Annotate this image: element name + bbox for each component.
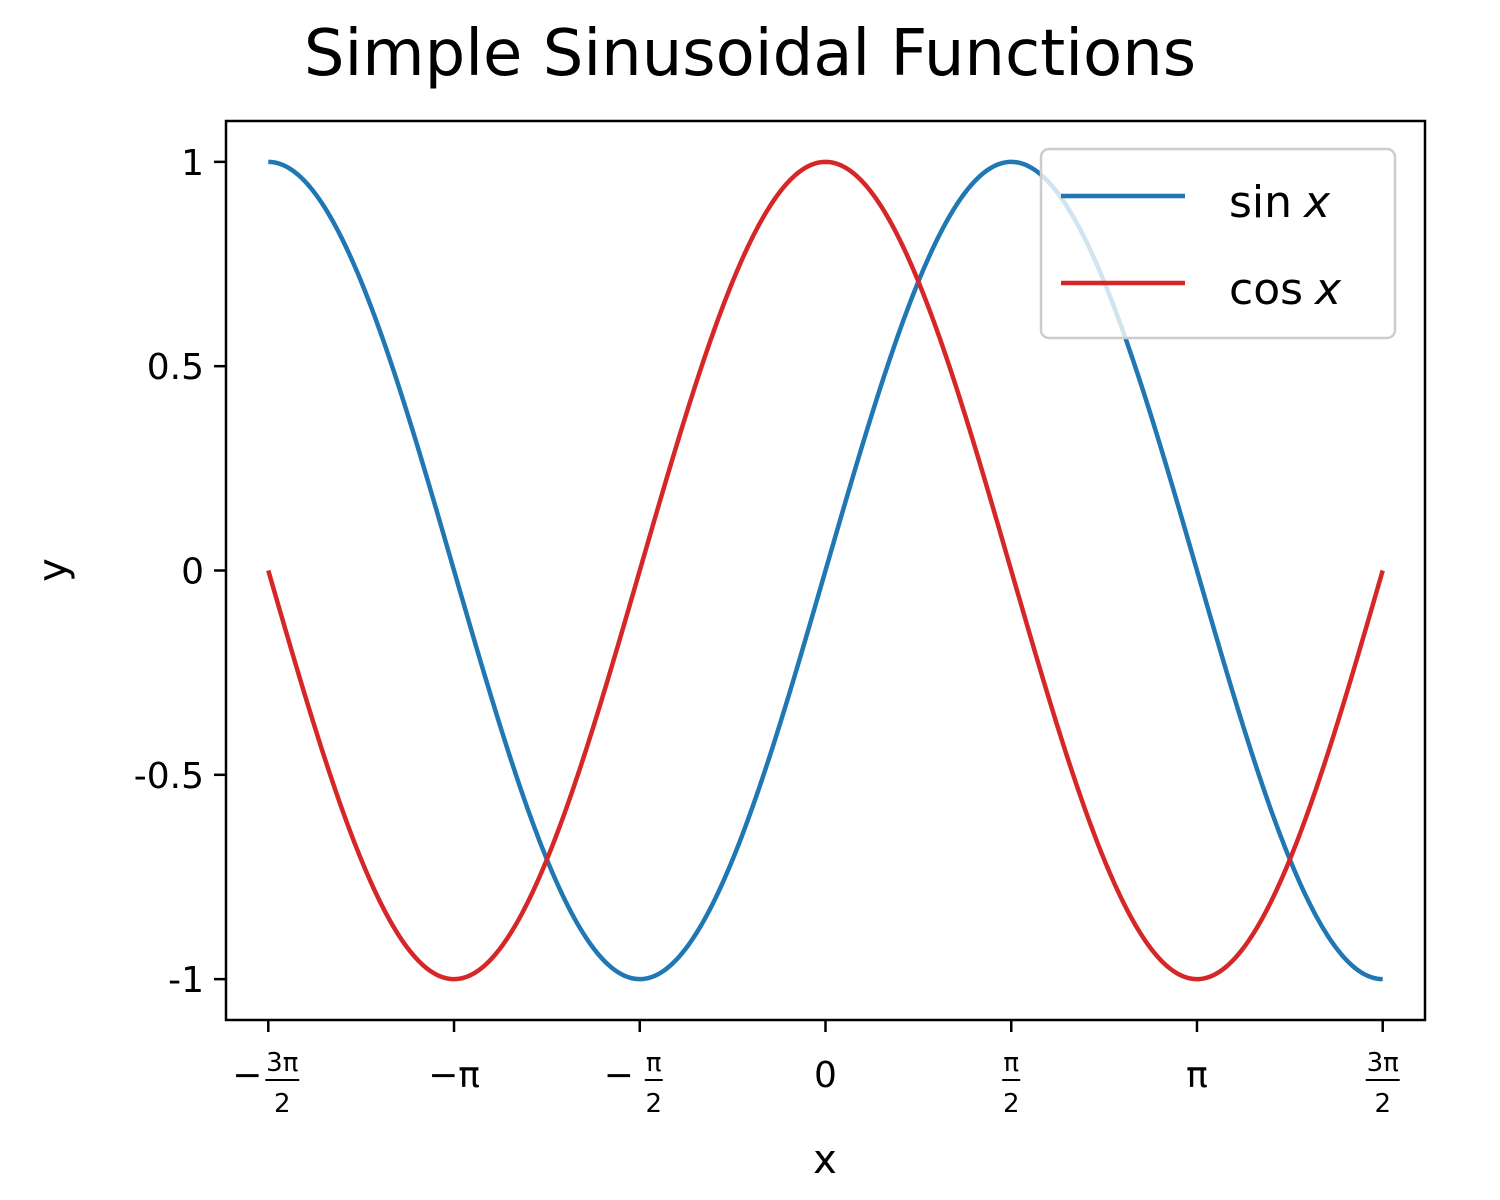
x-tick-label: π xyxy=(1186,1055,1208,1096)
series-layer xyxy=(266,159,1385,982)
legend-box xyxy=(1039,147,1397,340)
x-tick-text: π xyxy=(1186,1055,1208,1096)
x-tick-denominator: 2 xyxy=(1374,1089,1391,1119)
y-tick-label: 0 xyxy=(181,552,204,593)
legend-func-cos: cos xyxy=(1229,264,1303,315)
x-tick-denominator: 2 xyxy=(645,1089,662,1119)
x-tick-sign: − xyxy=(604,1055,634,1096)
x-tick-numerator: 3π xyxy=(1367,1048,1399,1078)
x-tick-numerator: π xyxy=(1003,1048,1019,1078)
x-axis: −3π2−π − π20 π2π 3π2 xyxy=(232,1020,1400,1119)
y-tick-label: 1 xyxy=(181,143,204,184)
legend-func-sin: sin xyxy=(1229,177,1292,228)
y-tick-label: -0.5 xyxy=(134,756,204,797)
legend: sin x cos x xyxy=(1039,147,1397,340)
x-tick-label: −3π 2 xyxy=(232,1048,300,1119)
chart-title: Simple Sinusoidal Functions xyxy=(304,17,1196,91)
x-tick-label: 0 xyxy=(814,1055,837,1096)
x-tick-text: 0 xyxy=(814,1055,837,1096)
x-tick-label: 3π2 xyxy=(1365,1048,1400,1119)
series-line-sin xyxy=(268,159,1383,982)
y-tick-label: -1 xyxy=(168,960,204,1001)
legend-label-sin: sin x xyxy=(1229,177,1331,228)
x-axis-label: x xyxy=(813,1137,837,1183)
x-tick-label: −π xyxy=(428,1055,480,1096)
x-tick-text: −π xyxy=(428,1055,480,1096)
legend-label-cos: cos x xyxy=(1229,264,1342,315)
x-tick-denominator: 2 xyxy=(1003,1089,1020,1119)
x-tick-denominator: 2 xyxy=(274,1089,291,1119)
legend-var-sin: x xyxy=(1302,177,1331,228)
x-tick-sign: − xyxy=(232,1055,262,1096)
x-tick-numerator: 3π xyxy=(266,1048,298,1078)
x-tick-label: π2 xyxy=(1002,1048,1021,1119)
x-tick-numerator: π xyxy=(646,1048,662,1078)
y-tick-label: 0.5 xyxy=(147,347,204,388)
y-axis: 1 0.5 0 -0.5 -1 xyxy=(134,143,226,1001)
series-line-cos xyxy=(266,159,1385,982)
x-tick-label: − π 2 xyxy=(604,1048,663,1119)
y-axis-label: y xyxy=(30,558,76,582)
legend-var-cos: x xyxy=(1313,264,1342,315)
